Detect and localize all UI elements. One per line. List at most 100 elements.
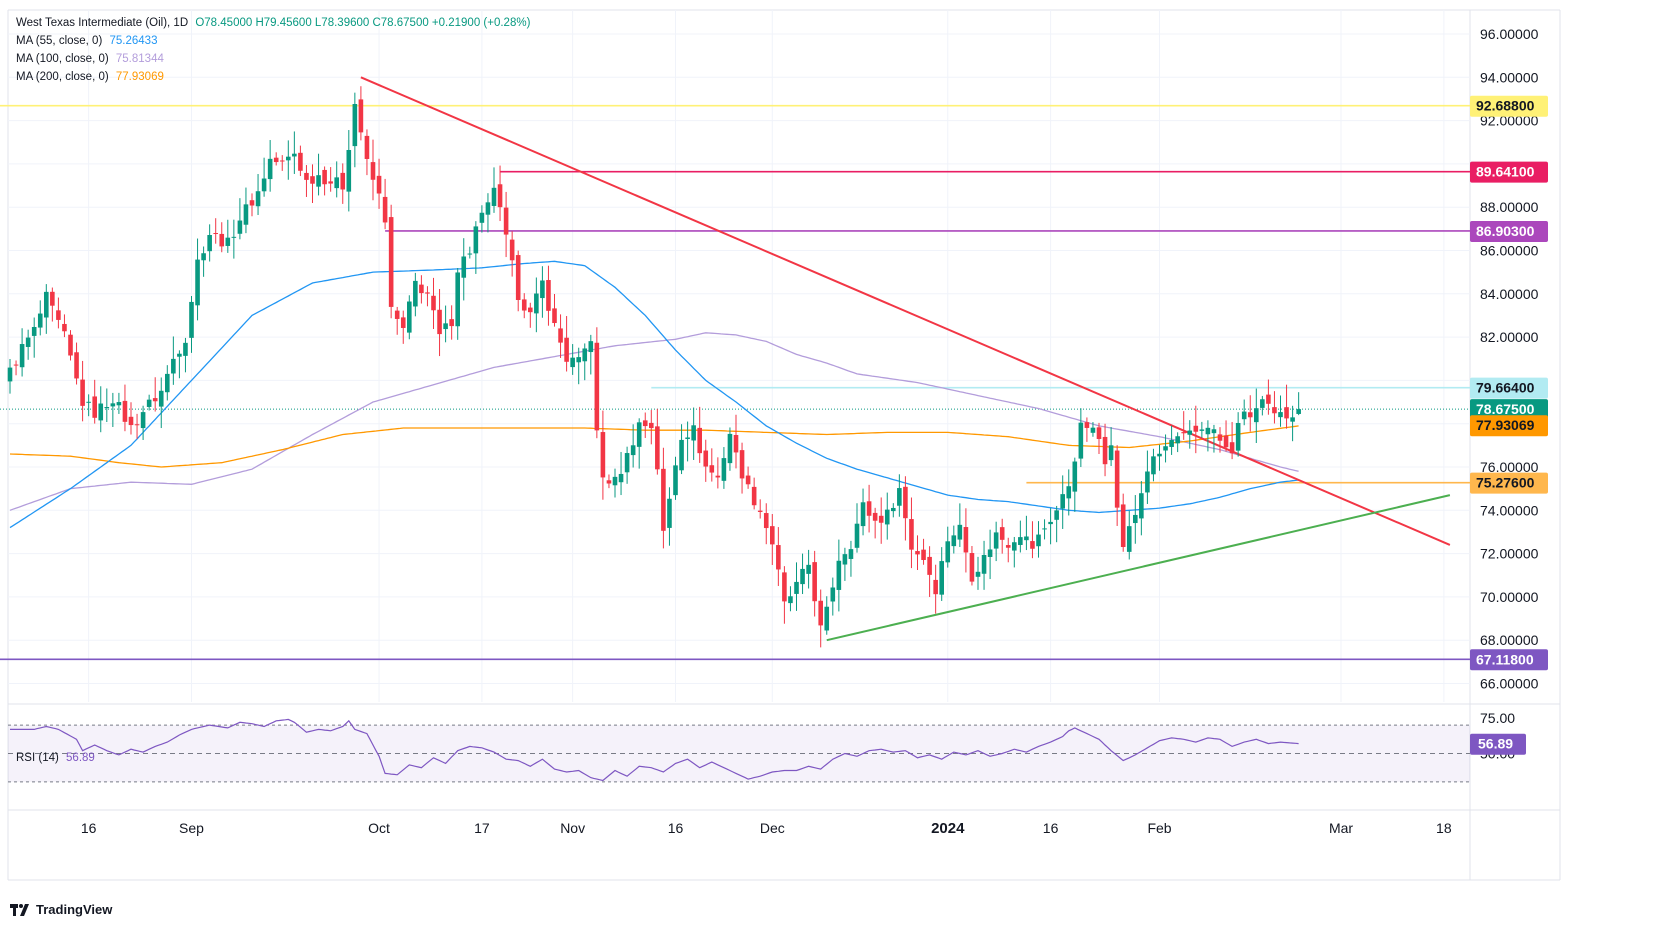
candle-body[interactable] bbox=[909, 519, 914, 550]
candle-body[interactable] bbox=[322, 169, 327, 185]
candle-body[interactable] bbox=[207, 234, 212, 252]
candle-body[interactable] bbox=[1169, 440, 1174, 447]
candle-body[interactable] bbox=[776, 545, 781, 570]
candle-body[interactable] bbox=[473, 226, 479, 254]
candle-body[interactable] bbox=[104, 407, 110, 409]
candle-body[interactable] bbox=[80, 379, 85, 406]
candle-body[interactable] bbox=[981, 554, 987, 574]
candle-body[interactable] bbox=[1090, 427, 1096, 433]
candle-body[interactable] bbox=[31, 326, 37, 336]
candle-body[interactable] bbox=[449, 319, 454, 327]
rsi-value-badge[interactable] bbox=[1470, 733, 1526, 755]
uptrend-trendline[interactable] bbox=[826, 494, 1451, 642]
candle-body[interactable] bbox=[770, 526, 775, 545]
candle-body[interactable] bbox=[903, 486, 908, 519]
candle-body[interactable] bbox=[1235, 422, 1241, 451]
candle-body[interactable] bbox=[939, 561, 944, 595]
candle-body[interactable] bbox=[292, 153, 297, 157]
legend-ma55-row[interactable]: MA (55, close, 0) 75.26433 bbox=[16, 32, 530, 50]
candle-body[interactable] bbox=[836, 560, 842, 590]
candle-body[interactable] bbox=[945, 541, 951, 563]
candle-body[interactable] bbox=[878, 515, 884, 523]
candle-body[interactable] bbox=[691, 425, 696, 441]
candle-body[interactable] bbox=[13, 364, 19, 366]
candle-body[interactable] bbox=[921, 549, 926, 560]
candle-body[interactable] bbox=[649, 422, 654, 429]
candle-body[interactable] bbox=[1005, 545, 1011, 548]
candle-body[interactable] bbox=[703, 450, 709, 467]
candle-body[interactable] bbox=[1133, 514, 1138, 524]
candle-body[interactable] bbox=[279, 160, 285, 162]
candle-body[interactable] bbox=[431, 295, 436, 311]
candle-body[interactable] bbox=[140, 412, 146, 429]
price-label-badge[interactable] bbox=[1470, 399, 1548, 421]
candle-body[interactable] bbox=[37, 313, 43, 328]
candle-body[interactable] bbox=[697, 427, 702, 454]
candle-body[interactable] bbox=[1229, 442, 1235, 454]
price-label-badge[interactable] bbox=[1470, 377, 1548, 399]
candle-body[interactable] bbox=[528, 307, 533, 313]
candle-body[interactable] bbox=[763, 513, 769, 529]
candle-body[interactable] bbox=[564, 337, 569, 362]
candle-body[interactable] bbox=[116, 402, 122, 406]
candle-body[interactable] bbox=[824, 606, 830, 631]
candle-body[interactable] bbox=[582, 348, 588, 362]
candle-body[interactable] bbox=[600, 432, 606, 478]
candle-body[interactable] bbox=[152, 398, 158, 402]
candle-body[interactable] bbox=[255, 191, 261, 207]
candle-body[interactable] bbox=[419, 284, 424, 294]
candle-body[interactable] bbox=[1241, 411, 1247, 420]
candle-body[interactable] bbox=[44, 291, 49, 318]
candle-body[interactable] bbox=[727, 433, 733, 464]
candle-body[interactable] bbox=[576, 357, 581, 363]
candle-body[interactable] bbox=[86, 401, 91, 403]
candle-body[interactable] bbox=[165, 373, 170, 393]
candle-body[interactable] bbox=[425, 292, 430, 294]
candle-body[interactable] bbox=[443, 323, 448, 330]
candle-body[interactable] bbox=[558, 328, 563, 343]
candle-body[interactable] bbox=[249, 200, 255, 206]
candle-body[interactable] bbox=[1247, 412, 1253, 418]
candle-body[interactable] bbox=[467, 253, 473, 255]
candle-body[interactable] bbox=[1157, 453, 1162, 457]
candle-body[interactable] bbox=[1278, 412, 1283, 418]
candle-body[interactable] bbox=[1139, 493, 1144, 519]
candle-body[interactable] bbox=[1223, 435, 1229, 448]
candle-body[interactable] bbox=[1290, 417, 1295, 422]
candle-body[interactable] bbox=[679, 439, 684, 471]
candle-body[interactable] bbox=[1036, 534, 1041, 547]
candle-body[interactable] bbox=[739, 450, 745, 479]
downtrend-trendline[interactable] bbox=[360, 76, 1451, 546]
candle-body[interactable] bbox=[1054, 510, 1059, 520]
candle-body[interactable] bbox=[437, 309, 442, 335]
candle-body[interactable] bbox=[854, 523, 860, 548]
candle-body[interactable] bbox=[788, 596, 793, 604]
candle-body[interactable] bbox=[1296, 409, 1301, 414]
ma200-line[interactable] bbox=[9, 425, 1299, 468]
candle-body[interactable] bbox=[1060, 494, 1065, 509]
candle-body[interactable] bbox=[122, 400, 128, 422]
candle-body[interactable] bbox=[382, 196, 388, 223]
candle-body[interactable] bbox=[201, 253, 206, 261]
candle-body[interactable] bbox=[146, 399, 152, 407]
candle-body[interactable] bbox=[987, 549, 993, 557]
candle-body[interactable] bbox=[358, 99, 364, 133]
candle-body[interactable] bbox=[1181, 432, 1186, 434]
candle-body[interactable] bbox=[915, 551, 920, 555]
candle-body[interactable] bbox=[546, 280, 551, 311]
candle-body[interactable] bbox=[298, 152, 303, 171]
candle-body[interactable] bbox=[800, 568, 805, 585]
candle-body[interactable] bbox=[267, 158, 273, 180]
candle-body[interactable] bbox=[999, 527, 1005, 540]
candle-body[interactable] bbox=[316, 175, 321, 187]
candle-body[interactable] bbox=[673, 465, 678, 496]
candle-body[interactable] bbox=[225, 237, 231, 246]
candle-body[interactable] bbox=[231, 236, 237, 238]
candle-body[interactable] bbox=[177, 353, 182, 357]
candle-body[interactable] bbox=[570, 357, 575, 368]
candle-body[interactable] bbox=[1260, 399, 1265, 408]
candle-body[interactable] bbox=[509, 239, 515, 261]
candle-body[interactable] bbox=[110, 403, 116, 407]
candle-body[interactable] bbox=[1193, 425, 1199, 432]
candle-body[interactable] bbox=[1199, 429, 1205, 431]
